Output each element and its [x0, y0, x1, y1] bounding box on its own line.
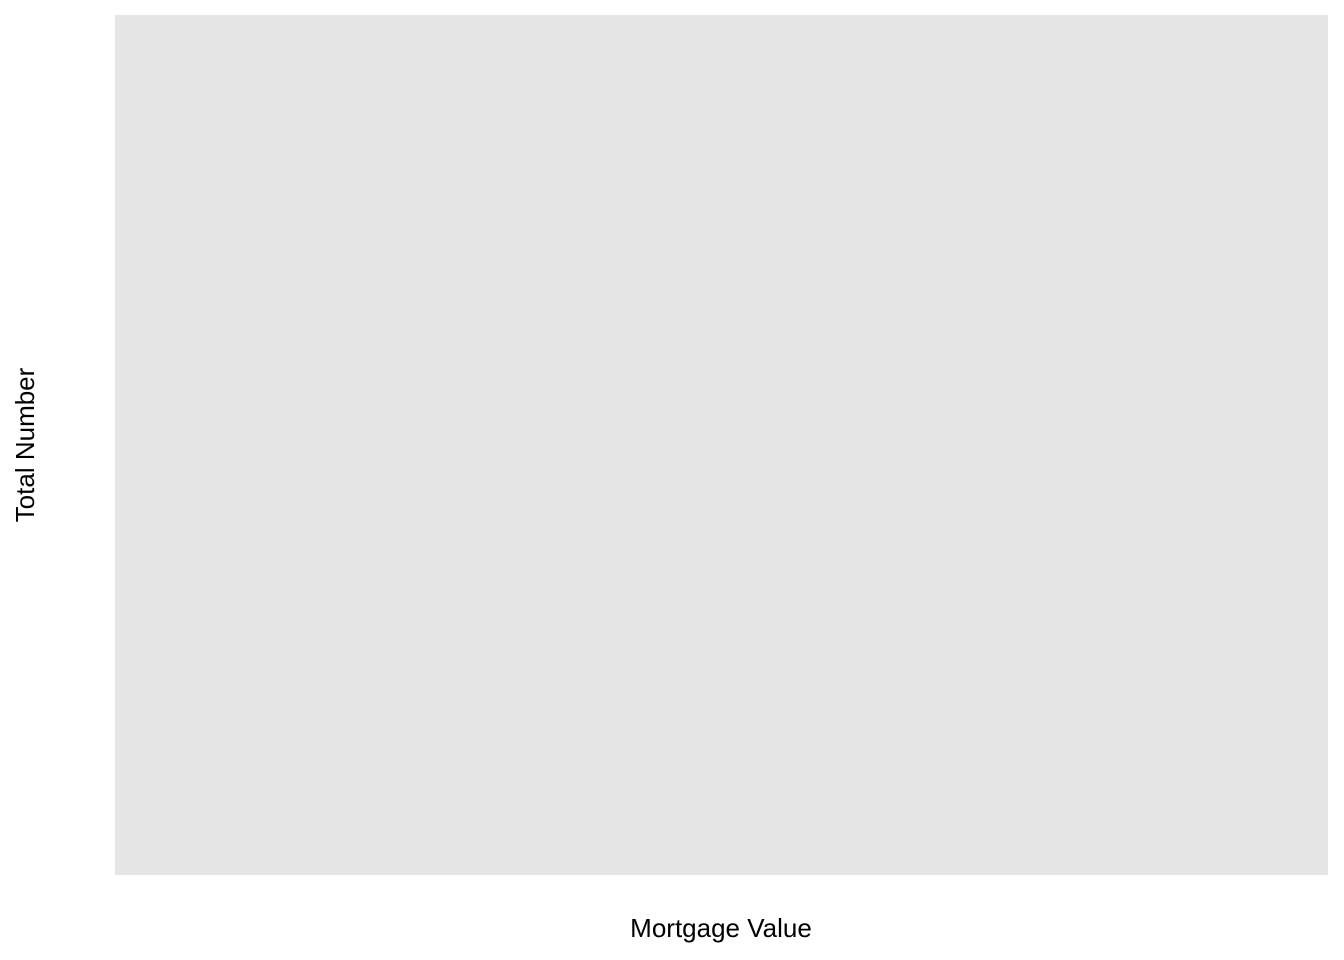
y-axis-title: Total Number: [10, 367, 40, 522]
plot-panel: [115, 15, 1328, 875]
x-axis-title: Mortgage Value: [630, 913, 812, 943]
